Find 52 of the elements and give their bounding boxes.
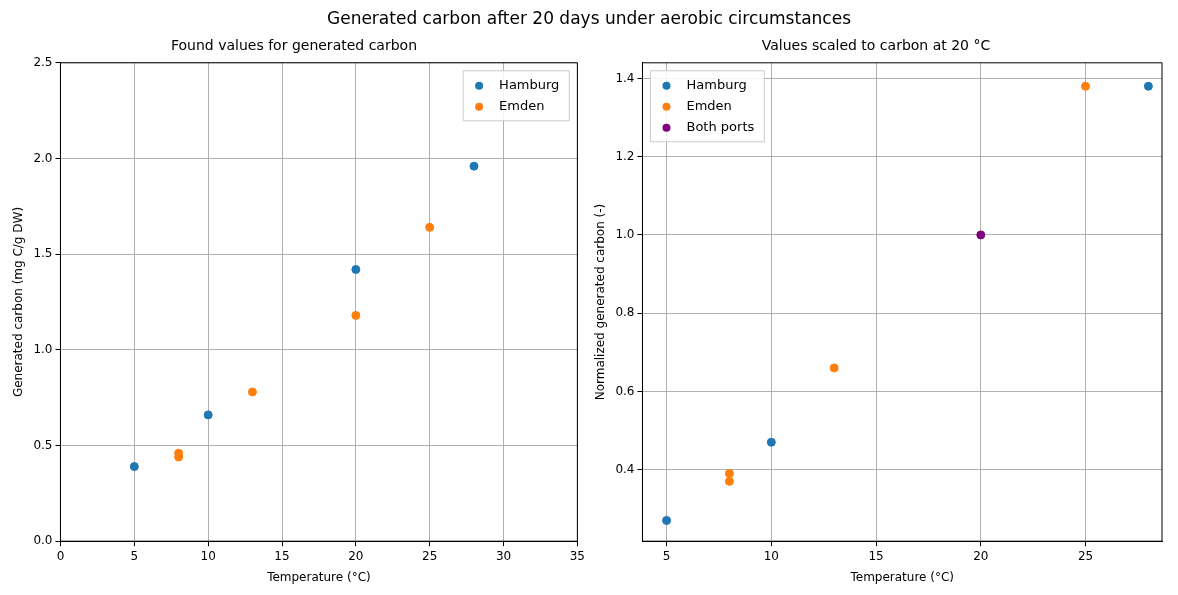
point (425, 222, 435, 232)
y-tick-label: 0.6 (615, 383, 635, 398)
x-axis-title: Temperature (°C) (266, 569, 371, 584)
point (724, 469, 734, 479)
x-tick-label: 10 (200, 548, 216, 563)
x-tick-label: 5 (130, 548, 139, 563)
y-tick-label: 0.5 (33, 437, 53, 452)
legend-label: Hamburg (499, 77, 560, 93)
x-tick-label: 25 (1077, 548, 1094, 563)
y-tick-label: 1.0 (615, 227, 635, 242)
y-tick-label: 1.2 (615, 148, 635, 163)
x-tick-label: 20 (348, 548, 364, 563)
legend-label: Both ports (686, 119, 755, 135)
point (129, 462, 139, 472)
y-tick-label: 2.5 (33, 54, 53, 69)
y-axis-title: Generated carbon (mg C/g DW) (11, 206, 26, 398)
point (1081, 81, 1091, 91)
y-tick-label: 0.4 (615, 461, 635, 476)
point (247, 387, 257, 397)
point (724, 476, 734, 486)
x-tick-label: 0 (56, 548, 65, 563)
y-tick-label: 1.0 (33, 341, 53, 356)
x-tick-label: 20 (973, 548, 989, 563)
point (203, 410, 213, 420)
point (976, 230, 986, 240)
x-tick-label: 5 (662, 548, 671, 563)
y-tick-label: 1.4 (615, 70, 635, 85)
x-tick-label: 15 (274, 548, 290, 563)
chart-title: Found values for generated carbon (170, 37, 418, 54)
point (829, 363, 839, 373)
x-tick-label: 35 (569, 548, 586, 563)
x-tick-label: 15 (868, 548, 884, 563)
point (351, 310, 361, 320)
y-axis-title: Normalized generated carbon (-) (593, 203, 608, 401)
legend-label: Emden (499, 98, 545, 114)
point (469, 161, 479, 171)
point (766, 437, 776, 447)
point (1143, 81, 1153, 91)
x-tick-label: 30 (495, 548, 512, 563)
y-tick-label: 0.8 (615, 305, 635, 320)
x-axis-title: Temperature (°C) (849, 569, 955, 584)
legend-label: Emden (686, 98, 732, 114)
text: Generated carbon after 20 days under aerobic circumstances (326, 8, 852, 28)
x-tick-label: 25 (422, 548, 438, 563)
y-tick-label: 2.0 (33, 150, 53, 165)
chart-title: Values scaled to carbon at 20 °C (761, 37, 991, 54)
legend-label: Hamburg (686, 77, 747, 93)
y-tick-label: 1.5 (33, 246, 53, 261)
y-tick-label: 0.0 (33, 533, 53, 548)
point (351, 264, 361, 274)
point (662, 515, 672, 525)
x-tick-label: 10 (763, 548, 779, 563)
